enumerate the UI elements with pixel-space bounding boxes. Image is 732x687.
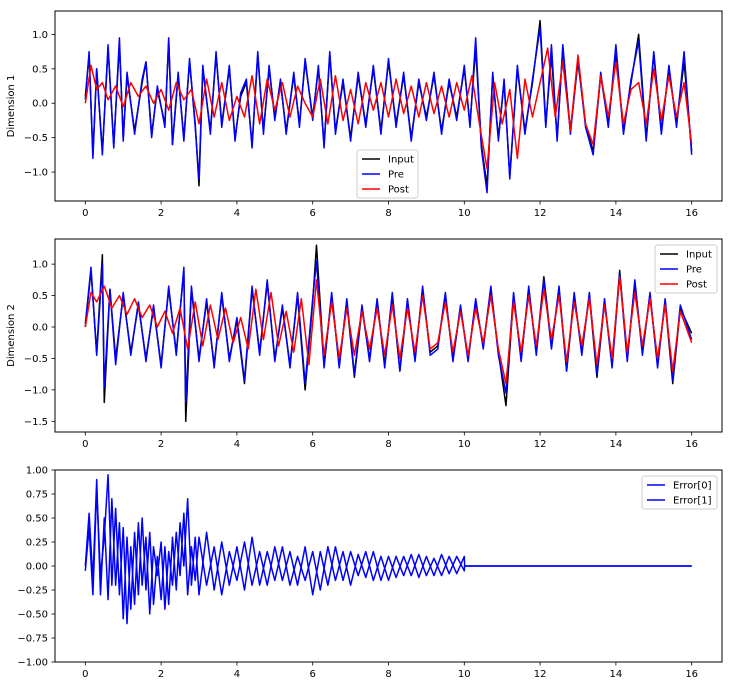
y-tick-label: 0.25 bbox=[26, 538, 48, 549]
x-tick-label: 4 bbox=[234, 439, 240, 450]
x-tick-label: 6 bbox=[310, 208, 316, 219]
y-tick-label: −0.5 bbox=[24, 133, 48, 144]
x-tick-label: 10 bbox=[458, 669, 471, 680]
y-tick-label: −1.0 bbox=[24, 168, 48, 179]
x-tick-label: 12 bbox=[534, 439, 547, 450]
y-tick-label: −0.50 bbox=[17, 610, 48, 621]
y-tick-label: −0.75 bbox=[17, 634, 48, 645]
chart-panel-2: 0 2 4 6 8 10 12 14 16 1.0 0.5 0.0 −0.5 −1.0 −1.5 Dimens… bbox=[6, 238, 723, 450]
y-tick-label: 1.00 bbox=[26, 466, 48, 477]
x-tick-label: 10 bbox=[458, 208, 471, 219]
y-axis-label: Dimension 2 bbox=[6, 304, 17, 367]
x-tick-label: 16 bbox=[685, 439, 698, 450]
chart-panel-1: 0 2 4 6 8 10 12 14 16 1.0 0.5 0.0 −0.5 −1.0 Dimension … bbox=[6, 10, 723, 219]
x-tick-label: 0 bbox=[82, 208, 88, 219]
legend-box bbox=[654, 244, 718, 294]
legend-label: Pre bbox=[686, 265, 702, 276]
x-tick-label: 10 bbox=[458, 439, 471, 450]
y-tick-label: 0.75 bbox=[26, 490, 48, 501]
y-tick-label: −1.5 bbox=[24, 417, 48, 428]
x-tick-label: 2 bbox=[158, 669, 164, 680]
legend-label: Input bbox=[388, 155, 414, 166]
series-line-post bbox=[84, 275, 693, 385]
x-tick-label: 0 bbox=[82, 669, 88, 680]
legend-box bbox=[356, 149, 419, 199]
x-tick-label: 16 bbox=[685, 208, 698, 219]
series-line-error-1- bbox=[84, 474, 692, 625]
y-tick-label: −1.0 bbox=[24, 385, 48, 396]
y-axis-label: Dimension 1 bbox=[6, 75, 17, 138]
y-tick-label: −0.25 bbox=[17, 586, 48, 597]
x-tick-label: 8 bbox=[385, 208, 391, 219]
legend-label: Input bbox=[686, 250, 712, 261]
x-tick-label: 16 bbox=[685, 669, 698, 680]
x-tick-label: 4 bbox=[234, 208, 240, 219]
series-line-error-0- bbox=[84, 478, 692, 620]
x-tick-label: 8 bbox=[385, 439, 391, 450]
x-tick-label: 2 bbox=[158, 208, 164, 219]
x-tick-label: 8 bbox=[385, 669, 391, 680]
legend: Error[0] Error[1] bbox=[641, 475, 718, 510]
legend-label: Post bbox=[388, 185, 409, 196]
y-tick-label: 0.0 bbox=[32, 99, 48, 110]
x-tick-label: 12 bbox=[534, 669, 547, 680]
y-tick-label: 0.5 bbox=[32, 64, 48, 75]
y-tick-label: −1.00 bbox=[17, 658, 48, 669]
y-tick-label: 0.5 bbox=[32, 291, 48, 302]
y-tick-label: 0.00 bbox=[26, 562, 48, 573]
legend: Input Pre Post bbox=[654, 244, 718, 294]
chart-panel-3: 0 2 4 6 8 10 12 14 16 1.00 0.75 0.50 0.25 0.00 −0.25 −0… bbox=[17, 466, 723, 680]
x-tick-label: 2 bbox=[158, 439, 164, 450]
y-tick-label: −0.5 bbox=[24, 354, 48, 365]
x-tick-label: 14 bbox=[610, 208, 623, 219]
x-tick-label: 6 bbox=[310, 439, 316, 450]
y-tick-label: 1.0 bbox=[32, 260, 48, 271]
x-tick-label: 6 bbox=[310, 669, 316, 680]
legend-label: Error[1] bbox=[673, 496, 712, 507]
y-tick-label: 0.50 bbox=[26, 514, 48, 525]
series-line-post bbox=[84, 47, 693, 170]
x-tick-label: 0 bbox=[82, 439, 88, 450]
legend-label: Error[0] bbox=[673, 481, 712, 492]
x-tick-label: 12 bbox=[534, 208, 547, 219]
legend: Input Pre Post bbox=[356, 149, 419, 199]
x-tick-label: 14 bbox=[610, 439, 623, 450]
x-tick-label: 14 bbox=[610, 669, 623, 680]
y-tick-label: 1.0 bbox=[32, 30, 48, 41]
y-tick-label: 0.0 bbox=[32, 323, 48, 334]
legend-label: Pre bbox=[388, 170, 404, 181]
legend-label: Post bbox=[686, 280, 707, 291]
x-tick-label: 4 bbox=[234, 669, 240, 680]
